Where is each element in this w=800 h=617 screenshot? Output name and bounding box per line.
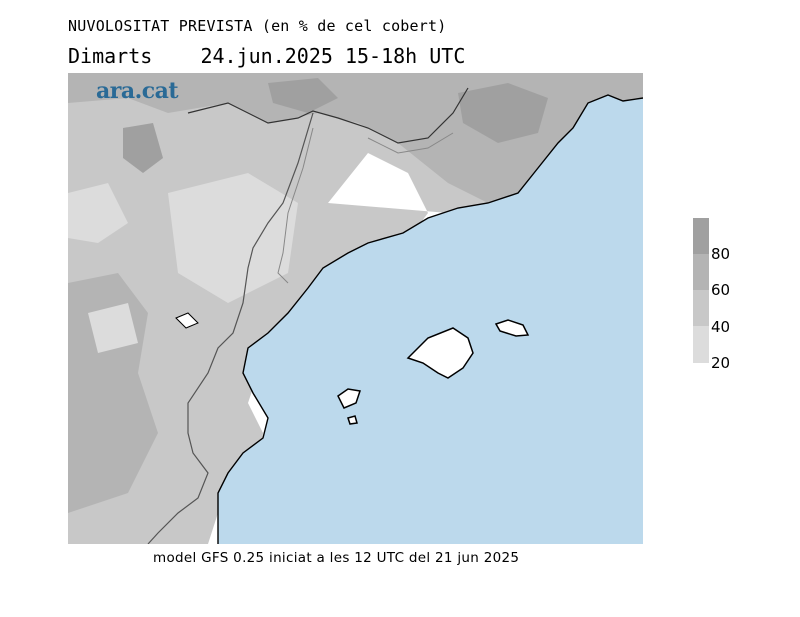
legend-label-80: 80 bbox=[711, 245, 731, 263]
model-info: model GFS 0.25 iniciat a les 12 UTC del … bbox=[153, 550, 520, 566]
cloud-cover-map bbox=[68, 73, 643, 544]
sea bbox=[218, 95, 643, 544]
cloud-patch-light-3 bbox=[88, 303, 138, 353]
cloud-patch-dark-2 bbox=[458, 83, 548, 143]
lake bbox=[175, 312, 199, 329]
eivissa bbox=[337, 388, 361, 409]
cloud-patch-light-1 bbox=[68, 183, 128, 243]
ara-cat-logo[interactable]: ara.cat bbox=[96, 78, 179, 104]
menorca bbox=[494, 319, 530, 337]
legend-swatch-top bbox=[693, 218, 709, 254]
border-internal bbox=[277, 127, 314, 284]
coastline bbox=[217, 94, 643, 544]
legend-label-40: 40 bbox=[711, 318, 731, 336]
cloud-cover-legend bbox=[693, 218, 709, 363]
cloud-patch-dark-3 bbox=[268, 78, 338, 113]
cloud-patch-dark-1 bbox=[123, 123, 163, 173]
legend-swatch-60 bbox=[693, 290, 709, 326]
forecast-date: Dimarts 24.jun.2025 15-18h UTC bbox=[68, 44, 466, 68]
legend-label-60: 60 bbox=[711, 281, 731, 299]
legend-label-20: 20 bbox=[711, 354, 731, 372]
cloud-patch-light-2 bbox=[168, 173, 298, 303]
map-title: NUVOLOSITAT PREVISTA (en % de cel cobert… bbox=[68, 17, 447, 35]
mallorca bbox=[406, 327, 474, 379]
border-france bbox=[187, 87, 469, 144]
legend-swatch-80 bbox=[693, 254, 709, 290]
formentera bbox=[347, 415, 358, 425]
border-catalonia bbox=[147, 112, 314, 544]
border-andorra bbox=[367, 132, 454, 154]
legend-swatch-40 bbox=[693, 326, 709, 363]
